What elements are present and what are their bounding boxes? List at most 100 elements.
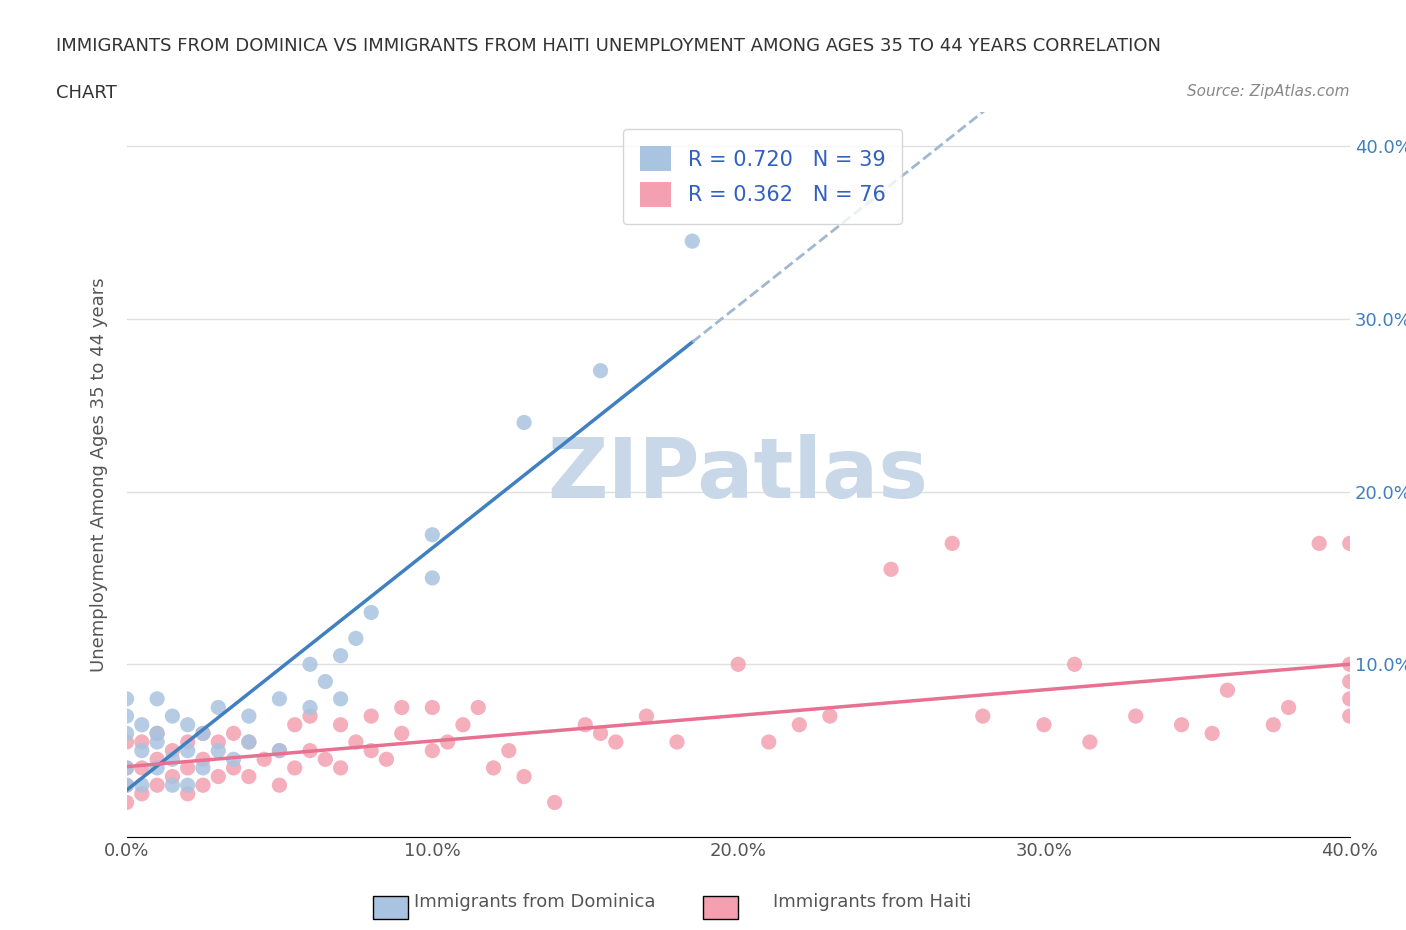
Point: [1263, 717, 1285, 732]
Point: [115, 761, 138, 776]
Point: [589, 364, 612, 379]
Point: [191, 726, 214, 741]
Point: [207, 735, 229, 750]
Text: IMMIGRANTS FROM DOMINICA VS IMMIGRANTS FROM HAITI UNEMPLOYMENT AMONG AGES 35 TO : IMMIGRANTS FROM DOMINICA VS IMMIGRANTS F…: [56, 37, 1161, 55]
Point: [162, 743, 184, 758]
Point: [1308, 536, 1330, 551]
Point: [238, 735, 260, 750]
Point: [207, 700, 229, 715]
Legend: R = 0.720   N = 39, R = 0.362   N = 76: R = 0.720 N = 39, R = 0.362 N = 76: [623, 129, 903, 224]
Point: [299, 709, 322, 724]
Point: [1063, 657, 1085, 671]
Point: [115, 777, 138, 792]
Point: [177, 743, 200, 758]
Point: [344, 735, 367, 750]
Point: [146, 726, 169, 741]
Point: [758, 735, 780, 750]
Point: [269, 743, 291, 758]
Point: [727, 657, 749, 671]
Point: [436, 735, 458, 750]
Point: [131, 761, 153, 776]
Point: [238, 769, 260, 784]
Point: [1278, 700, 1301, 715]
Point: [222, 751, 245, 766]
Point: [115, 691, 138, 706]
Point: [498, 743, 520, 758]
Point: [789, 717, 811, 732]
Point: [605, 735, 627, 750]
Point: [329, 648, 352, 663]
Point: [269, 743, 291, 758]
Point: [177, 761, 200, 776]
Point: [115, 735, 138, 750]
Point: [482, 761, 505, 776]
Point: [115, 777, 138, 792]
Point: [544, 795, 567, 810]
Point: [131, 717, 153, 732]
Point: [162, 709, 184, 724]
Point: [666, 735, 689, 750]
Text: Source: ZipAtlas.com: Source: ZipAtlas.com: [1187, 84, 1350, 99]
Point: [329, 761, 352, 776]
Point: [422, 570, 444, 585]
Point: [1033, 717, 1056, 732]
Point: [467, 700, 489, 715]
Point: [589, 726, 612, 741]
Point: [177, 777, 200, 792]
Point: [191, 751, 214, 766]
Y-axis label: Unemployment Among Ages 35 to 44 years: Unemployment Among Ages 35 to 44 years: [90, 277, 108, 671]
Point: [972, 709, 994, 724]
Point: [422, 743, 444, 758]
Point: [422, 700, 444, 715]
Point: [941, 536, 963, 551]
Point: [681, 233, 703, 248]
Point: [1339, 674, 1361, 689]
Point: [131, 735, 153, 750]
Point: [207, 769, 229, 784]
Point: [880, 562, 903, 577]
Point: [1170, 717, 1192, 732]
Point: [284, 761, 307, 776]
Point: [513, 769, 536, 784]
Point: [191, 726, 214, 741]
Point: [269, 777, 291, 792]
Point: [177, 787, 200, 802]
Point: [191, 777, 214, 792]
Point: [162, 751, 184, 766]
Point: [222, 726, 245, 741]
Point: [391, 726, 413, 741]
Point: [314, 751, 336, 766]
Point: [314, 674, 336, 689]
Point: [146, 691, 169, 706]
Point: [115, 795, 138, 810]
Point: [1339, 709, 1361, 724]
Point: [391, 700, 413, 715]
Point: [636, 709, 658, 724]
Point: [513, 415, 536, 430]
Point: [238, 735, 260, 750]
Point: [162, 777, 184, 792]
Point: [253, 751, 276, 766]
Point: [299, 743, 322, 758]
Point: [360, 709, 382, 724]
Point: [1339, 657, 1361, 671]
Point: [329, 717, 352, 732]
Point: [146, 751, 169, 766]
Point: [162, 769, 184, 784]
Text: Immigrants from Dominica: Immigrants from Dominica: [413, 893, 655, 910]
Point: [1339, 536, 1361, 551]
Point: [1125, 709, 1147, 724]
Point: [146, 726, 169, 741]
Point: [422, 527, 444, 542]
Point: [269, 691, 291, 706]
Point: [360, 743, 382, 758]
Text: Immigrants from Haiti: Immigrants from Haiti: [772, 893, 972, 910]
Point: [177, 735, 200, 750]
Point: [1339, 691, 1361, 706]
Point: [115, 726, 138, 741]
Point: [131, 743, 153, 758]
Point: [818, 709, 841, 724]
Point: [1078, 735, 1101, 750]
Point: [375, 751, 398, 766]
Point: [115, 709, 138, 724]
